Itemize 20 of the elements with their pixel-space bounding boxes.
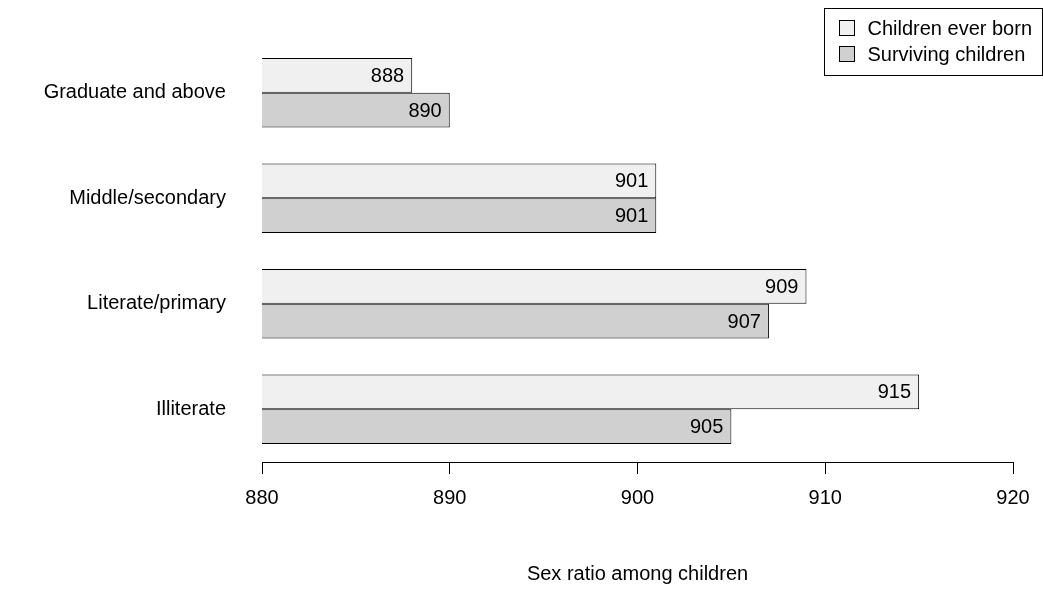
data-label: 901 <box>614 169 649 192</box>
data-label: 888 <box>370 63 405 86</box>
x-tick-label: 880 <box>245 485 279 508</box>
data-label: 915 <box>877 380 912 403</box>
legend-label: Children ever born <box>867 16 1032 41</box>
y-tick-label: Literate/primary <box>87 291 226 314</box>
x-tick-label: 920 <box>996 485 1030 508</box>
data-label: 890 <box>408 98 442 121</box>
y-tick-label: Illiterate <box>155 396 226 419</box>
legend-label: Surviving children <box>867 42 1026 67</box>
x-tick-label: 890 <box>433 485 467 508</box>
x-tick-label: 900 <box>620 485 655 508</box>
y-tick-label: Graduate and above <box>43 80 226 103</box>
data-label: 907 <box>727 309 761 332</box>
y-tick-label: Middle/secondary <box>69 185 226 208</box>
data-label: 905 <box>690 415 724 438</box>
data-label: 901 <box>614 204 649 227</box>
data-label: 909 <box>765 274 799 297</box>
x-axis-title: Sex ratio among children <box>526 561 749 584</box>
x-tick-label: 910 <box>808 485 842 508</box>
